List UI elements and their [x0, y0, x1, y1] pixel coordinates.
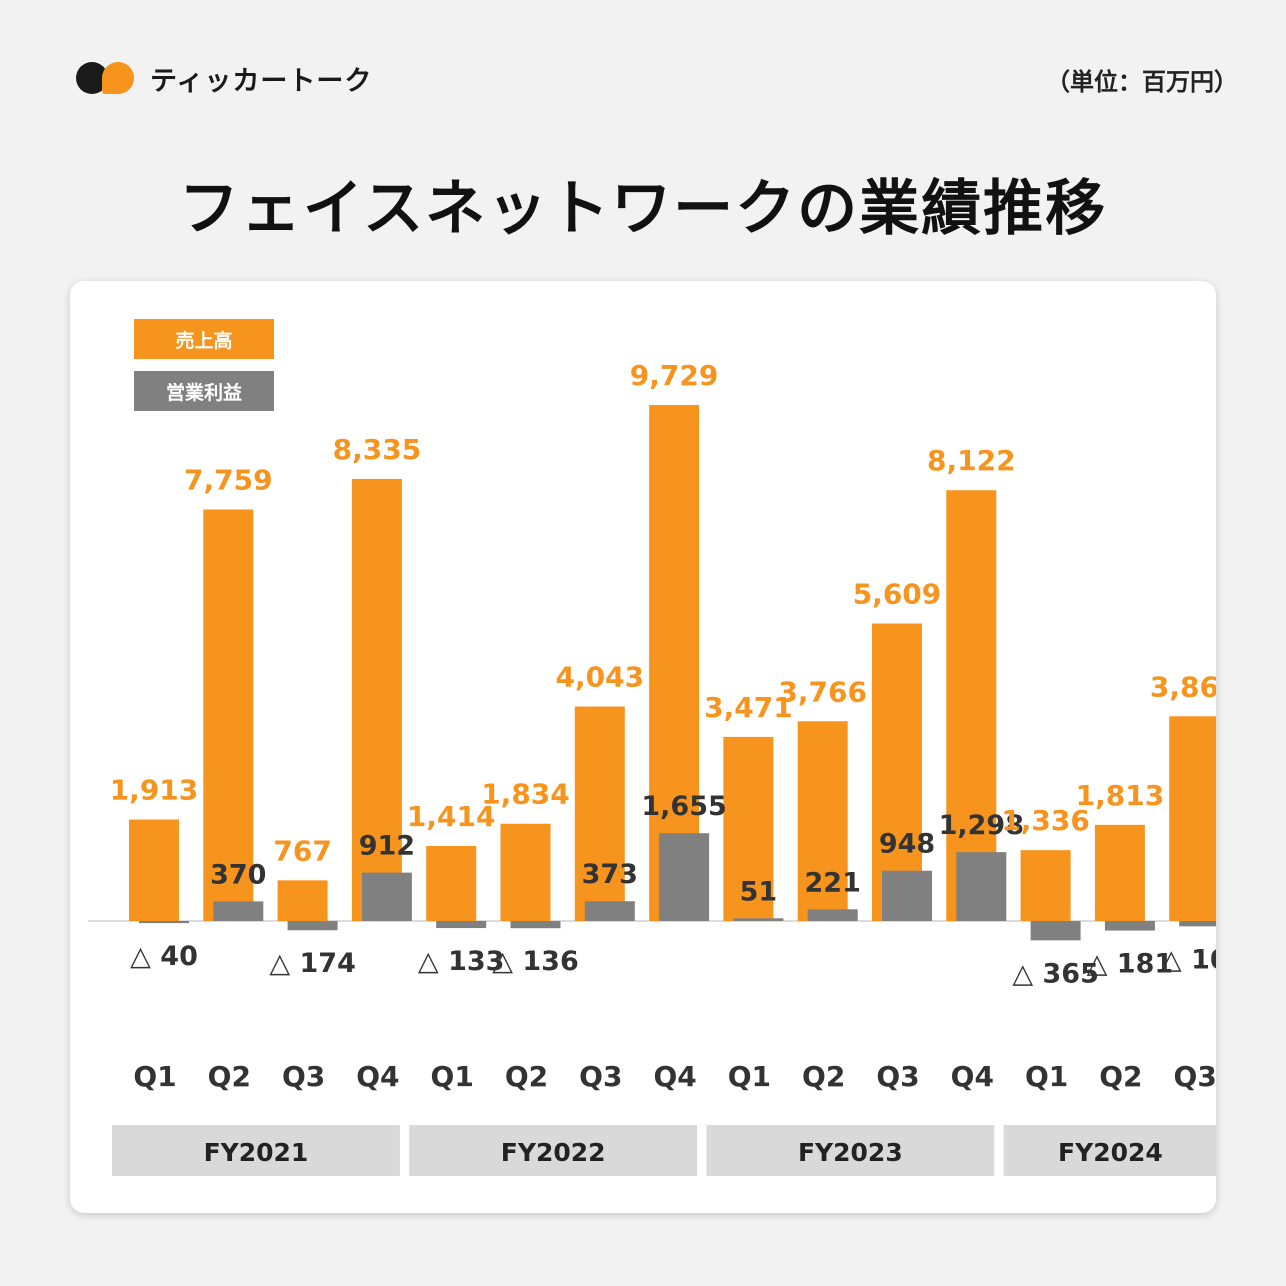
sales-bar [129, 819, 179, 921]
operating-profit-bar [287, 921, 338, 931]
sales-bar [351, 478, 402, 921]
operating-profit-bar [361, 872, 412, 921]
sales-value-label: 1,336 [1001, 804, 1090, 837]
operating-profit-bar [956, 852, 1007, 921]
operating-profit-value-label: △ 174 [269, 948, 356, 979]
sales-value-label: 3,860 [1150, 670, 1216, 703]
quarter-tick-label: Q1 [133, 1060, 176, 1093]
sales-bar [277, 880, 328, 921]
sales-bar [797, 721, 848, 921]
sales-value-label: 767 [273, 834, 331, 867]
sales-value-label: 3,471 [704, 691, 793, 724]
operating-profit-value-label: 51 [740, 876, 778, 907]
operating-profit-value-label: 1,655 [641, 791, 726, 822]
operating-profit-value-label: 373 [582, 859, 638, 890]
fiscal-year-box [706, 1125, 995, 1176]
operating-profit-bar [659, 833, 710, 921]
sales-bar [723, 736, 774, 921]
operating-profit-bar [1179, 921, 1216, 927]
operating-profit-bar [436, 921, 487, 929]
quarter-tick-label: Q3 [282, 1060, 325, 1093]
operating-profit-bar [213, 901, 264, 921]
sales-value-label: 1,834 [481, 778, 570, 811]
quarter-tick-label: Q1 [1025, 1060, 1068, 1093]
sales-bar [1020, 850, 1071, 921]
operating-profit-bar [139, 921, 189, 924]
sales-bar [500, 823, 551, 921]
fiscal-year-label: FY2021 [204, 1138, 309, 1167]
operating-profit-bar [1104, 921, 1155, 931]
sales-value-label: 8,122 [927, 444, 1016, 477]
fiscal-year-box [409, 1125, 698, 1176]
operating-profit-value-label: 221 [805, 867, 861, 898]
sales-bar [946, 490, 997, 921]
operating-profit-bar [584, 901, 635, 921]
quarter-tick-label: Q3 [579, 1060, 622, 1093]
operating-profit-value-label: △ 40 [130, 941, 198, 972]
fiscal-year-label: FY2022 [501, 1138, 606, 1167]
sales-value-label: 7,759 [184, 463, 273, 496]
sales-value-label: 9,729 [630, 359, 719, 392]
legend-sales: 売上高 [134, 319, 274, 359]
quarter-tick-label: Q4 [356, 1060, 399, 1093]
quarter-tick-label: Q3 [1174, 1060, 1216, 1093]
quarter-tick-label: Q4 [951, 1060, 994, 1093]
operating-profit-bar [733, 918, 784, 921]
operating-profit-value-label: △ 101 [1161, 944, 1216, 975]
quarter-tick-label: Q2 [505, 1060, 548, 1093]
sales-bar [574, 706, 625, 921]
operating-profit-value-label: 1,298 [939, 810, 1024, 841]
operating-profit-bar [882, 870, 932, 921]
operating-profit-value-label: △ 181 [1087, 949, 1174, 980]
brand: ティッカートーク [76, 60, 373, 97]
operating-profit-value-label: △ 136 [492, 946, 579, 977]
sales-value-label: 4,043 [556, 661, 645, 694]
chart-card: 売上高 営業利益 1,913 △ 40 Q1 7,759 370 Q2 767 △ 174 Q3… [70, 281, 1216, 1213]
sales-bar [203, 509, 254, 921]
quarter-tick-label: Q2 [208, 1060, 251, 1093]
quarter-tick-label: Q3 [876, 1060, 919, 1093]
operating-profit-value-label: 370 [210, 859, 266, 890]
operating-profit-value-label: 912 [359, 831, 415, 862]
quarter-tick-label: Q2 [802, 1060, 845, 1093]
brand-logo-icon [76, 60, 138, 96]
quarter-tick-label: Q2 [1099, 1060, 1142, 1093]
operating-profit-value-label: 948 [879, 829, 935, 860]
sales-bar [426, 846, 477, 921]
operating-profit-bar [807, 909, 858, 921]
bar-chart: 1,913 △ 40 Q1 7,759 370 Q2 767 △ 174 Q3 8,335 912 Q… [88, 359, 1216, 1176]
fiscal-year-box [1003, 1125, 1216, 1176]
operating-profit-value-label: △ 365 [1012, 958, 1099, 989]
brand-name: ティッカートーク [150, 65, 373, 97]
sales-value-label: 5,609 [853, 578, 942, 611]
page-title: フェイスネットワークの業績推移 [178, 174, 1108, 244]
fiscal-year-label: FY2023 [798, 1138, 903, 1167]
operating-profit-value-label: △ 133 [418, 946, 505, 977]
sales-value-label: 1,813 [1076, 779, 1165, 812]
quarter-tick-label: Q1 [728, 1060, 771, 1093]
sales-value-label: 1,414 [407, 800, 496, 833]
quarter-tick-label: Q4 [653, 1060, 696, 1093]
fiscal-year-box [112, 1125, 400, 1176]
sales-value-label: 3,766 [778, 675, 867, 708]
operating-profit-bar [1030, 921, 1081, 941]
quarter-tick-label: Q1 [431, 1060, 474, 1093]
operating-profit-bar [510, 921, 561, 929]
fiscal-year-label: FY2024 [1058, 1138, 1163, 1167]
sales-value-label: 8,335 [333, 433, 422, 466]
sales-value-label: 1,913 [110, 774, 199, 807]
legend-operating-profit: 営業利益 [134, 371, 274, 411]
unit-label: （単位：百万円） [1046, 68, 1238, 96]
sales-bar [1169, 716, 1216, 921]
sales-bar [1094, 824, 1145, 921]
